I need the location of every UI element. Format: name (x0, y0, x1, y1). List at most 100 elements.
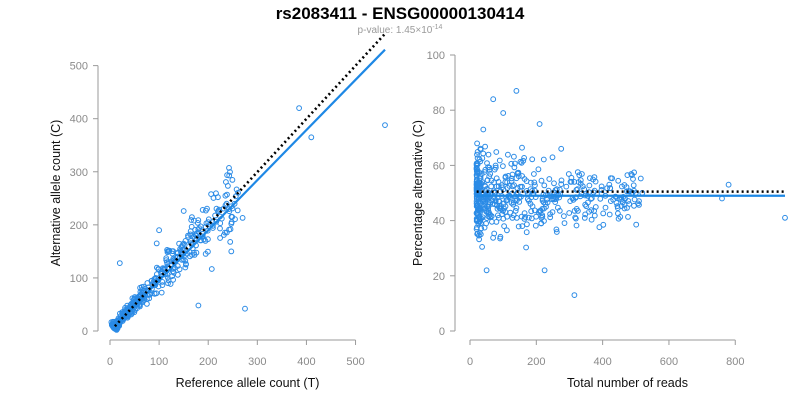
data-point (563, 183, 570, 190)
data-point (517, 158, 524, 165)
data-point (528, 208, 535, 215)
data-point (154, 271, 160, 278)
data-point (574, 169, 581, 176)
data-point (524, 221, 530, 228)
data-point (502, 179, 509, 186)
data-point (210, 222, 216, 229)
data-point (541, 267, 548, 274)
data-point (492, 164, 499, 171)
right-x-tick-label: 800 (726, 356, 744, 368)
data-point (529, 156, 536, 163)
right-y-tick-label: 60 (433, 160, 445, 172)
data-point (565, 171, 572, 177)
data-point (549, 154, 556, 161)
data-point (228, 203, 235, 210)
data-point (509, 171, 516, 178)
data-point (185, 232, 191, 239)
data-point (474, 155, 481, 162)
data-point (480, 126, 487, 133)
left-fit-line (114, 48, 386, 327)
data-point (607, 185, 613, 192)
data-point (536, 121, 543, 127)
data-point (474, 180, 480, 187)
data-point (477, 199, 484, 205)
data-point (538, 177, 545, 184)
data-point (505, 151, 511, 158)
data-point (561, 213, 567, 220)
data-point (183, 261, 189, 268)
subtitle-prefix: p-value: 1.45×10 (357, 25, 433, 36)
right-x-axis-label: Total number of reads (567, 376, 688, 390)
left-plot: 0 100 200 300 400 500 0 100 200 300 400 500 Referenc… (49, 32, 388, 390)
data-point (473, 210, 480, 217)
data-point (489, 218, 495, 225)
data-point (208, 191, 215, 198)
data-point (598, 187, 605, 193)
data-point (479, 214, 486, 221)
left-y-tick-label: 0 (82, 326, 88, 338)
data-point (223, 200, 230, 207)
data-point (581, 186, 588, 193)
data-point (165, 280, 171, 287)
left-x-tick-label: 500 (346, 356, 364, 368)
data-point (568, 174, 575, 181)
data-point (483, 267, 490, 274)
data-point (188, 223, 195, 230)
data-point (155, 283, 162, 290)
data-point (146, 295, 153, 302)
left-reference-line (113, 32, 386, 328)
data-point (558, 177, 565, 184)
data-point (228, 214, 235, 220)
data-point (213, 218, 220, 225)
data-point (615, 210, 621, 217)
data-point (182, 264, 189, 271)
data-point (538, 220, 545, 227)
right-y-tick-label: 40 (433, 216, 445, 228)
data-point (592, 204, 599, 210)
data-point (572, 214, 579, 221)
data-point (523, 244, 529, 251)
data-point (492, 162, 499, 169)
right-points (473, 88, 788, 299)
data-point (491, 179, 498, 186)
data-point (234, 207, 241, 214)
data-point (558, 145, 565, 152)
data-point (531, 171, 537, 177)
data-point (477, 231, 484, 238)
data-point (170, 276, 177, 283)
data-point (561, 220, 568, 227)
data-point (523, 229, 530, 236)
data-point (228, 220, 235, 227)
data-point (532, 222, 539, 229)
data-point (607, 175, 614, 182)
data-point (510, 212, 517, 219)
data-point (615, 215, 622, 222)
data-point (148, 277, 155, 284)
data-point (515, 223, 522, 230)
data-point (109, 321, 116, 327)
right-y-tick-label: 20 (433, 271, 445, 283)
data-point (188, 217, 195, 223)
data-point (473, 161, 480, 168)
data-point (474, 149, 481, 155)
left-x-tick-label: 400 (297, 356, 315, 368)
data-point (242, 305, 248, 312)
data-point (229, 177, 236, 183)
data-point (521, 210, 528, 217)
data-point (517, 183, 524, 190)
left-y-tick-label: 100 (70, 273, 88, 285)
right-y-tick-label: 0 (439, 326, 445, 338)
data-point (537, 208, 544, 215)
data-point (228, 248, 235, 255)
data-point (382, 122, 388, 128)
data-point (576, 172, 583, 179)
right-x-tick-label: 0 (467, 356, 473, 368)
data-point (144, 301, 150, 307)
data-point (546, 176, 553, 182)
data-point (606, 211, 613, 218)
data-point (131, 296, 137, 303)
data-point (555, 204, 561, 211)
data-point (508, 175, 515, 182)
data-point (496, 214, 502, 221)
data-point (500, 163, 506, 170)
